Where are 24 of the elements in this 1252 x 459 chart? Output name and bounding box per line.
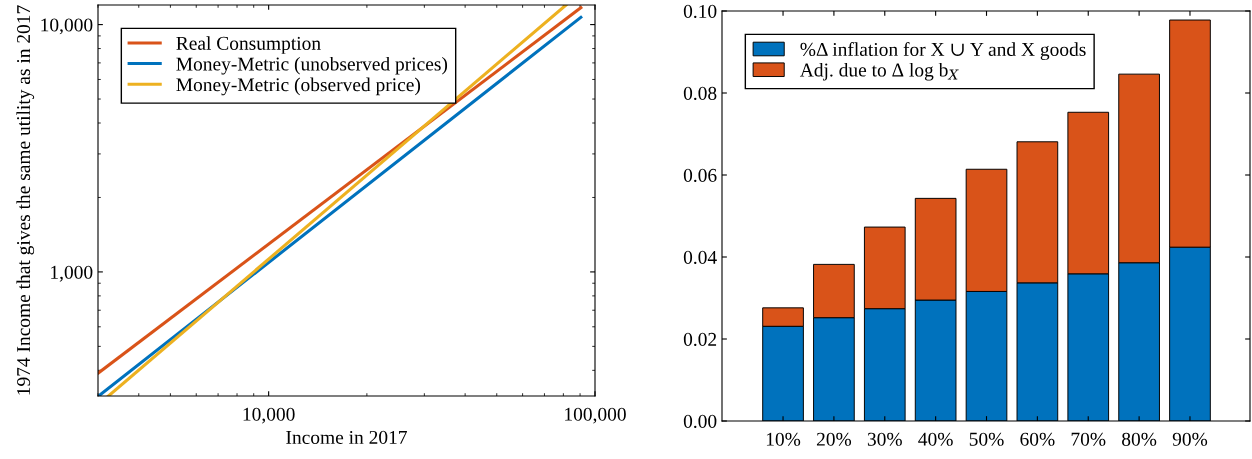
y-tick-label: 1,000: [51, 265, 93, 282]
legend-label: Adj. due to Δ log b$_{X}$: [799, 62, 959, 81]
x-tick-label: 80%: [1122, 432, 1157, 446]
y-tick-label: 0.00: [683, 414, 717, 429]
y-tick-label: 0.10: [683, 4, 717, 19]
x-tick-label: 40%: [918, 432, 953, 446]
y-tick-label: 0.08: [683, 86, 717, 101]
y-tick-label: 0.02: [683, 332, 717, 347]
x-tick-label: 60%: [1020, 432, 1055, 446]
y-tick-label: 0.06: [683, 168, 717, 183]
legend-label: Money-Metric (observed price): [176, 77, 421, 96]
legend-label: Real Consumption: [176, 36, 321, 54]
x-tick-label: 70%: [1071, 432, 1106, 446]
legend-label: %Δ inflation for X ∪ Y and X goods: [800, 42, 1086, 60]
x-axis-title: Income in 2017: [286, 430, 407, 444]
x-tick-label: 90%: [1172, 432, 1208, 446]
x-tick-label: 20%: [816, 432, 852, 446]
x-tick-label: 50%: [969, 432, 1004, 446]
y-tick-label: 0.04: [683, 250, 717, 265]
legend-label: Money-Metric (unobserved prices): [176, 56, 448, 75]
x-tick-label: 10%: [766, 432, 801, 446]
y-axis-title: 1974 Income that gives the same utility as in 2017: [16, 5, 35, 395]
x-tick-label: 100,000: [565, 407, 626, 424]
x-tick-label: 30%: [867, 432, 902, 446]
